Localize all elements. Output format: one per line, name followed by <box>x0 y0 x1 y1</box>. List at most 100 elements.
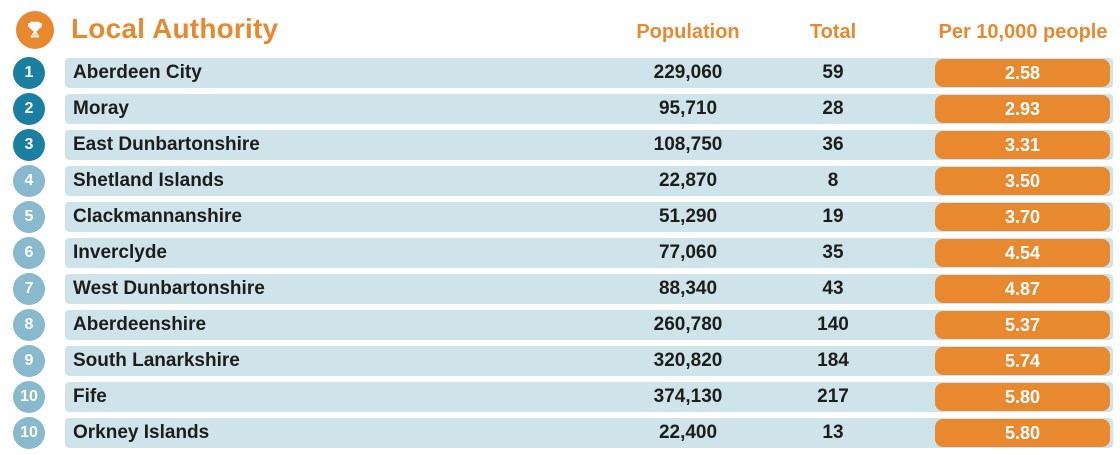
authority-name: Inverclyde <box>73 242 167 263</box>
population-value: 374,130 <box>653 386 723 407</box>
row-band: Aberdeen City 229,060 59 2.58 <box>65 58 1113 88</box>
rank-number: 10 <box>20 424 38 441</box>
total-value: 217 <box>817 386 849 407</box>
table-row: 7 West Dunbartonshire 88,340 43 4.87 <box>0 273 1120 305</box>
row-band: South Lanarkshire 320,820 184 5.74 <box>65 346 1113 376</box>
total-value: 19 <box>822 206 844 227</box>
rate-pill: 3.70 <box>935 203 1110 231</box>
row-band: Fife 374,130 217 5.80 <box>65 382 1113 412</box>
rank-badge: 3 <box>13 129 45 161</box>
authority-name: Clackmannanshire <box>73 206 242 227</box>
authority-name: East Dunbartonshire <box>73 134 260 155</box>
row-band: Clackmannanshire 51,290 19 3.70 <box>65 202 1113 232</box>
rank-badge: 5 <box>13 201 45 233</box>
authority-name: Shetland Islands <box>73 170 224 191</box>
row-band: Shetland Islands 22,870 8 3.50 <box>65 166 1113 196</box>
rank-badge: 2 <box>13 93 45 125</box>
rank-number: 6 <box>24 244 34 261</box>
rank-badge: 10 <box>13 381 45 413</box>
row-band: Orkney Islands 22,400 13 5.80 <box>65 418 1113 448</box>
total-value: 140 <box>817 314 849 335</box>
authority-name: Aberdeen City <box>73 62 202 83</box>
page-title: Local Authority <box>71 13 279 44</box>
table-row: 10 Fife 374,130 217 5.80 <box>0 381 1120 413</box>
rate-value: 3.50 <box>1004 171 1041 191</box>
table-row: 6 Inverclyde 77,060 35 4.54 <box>0 237 1120 269</box>
rank-number: 1 <box>24 64 34 81</box>
rate-value: 4.54 <box>1004 243 1041 263</box>
table-row: 3 East Dunbartonshire 108,750 36 3.31 <box>0 129 1120 161</box>
rate-pill: 5.37 <box>935 311 1110 339</box>
rank-number: 7 <box>24 280 34 297</box>
table-header: Local Authority Population Total Per 10,… <box>0 0 1120 58</box>
rate-pill: 2.93 <box>935 95 1110 123</box>
population-value: 51,290 <box>658 206 718 227</box>
rate-value: 5.37 <box>1004 315 1041 335</box>
population-value: 95,710 <box>658 98 718 119</box>
rate-value: 3.70 <box>1004 207 1041 227</box>
total-value: 8 <box>827 170 839 191</box>
population-value: 77,060 <box>658 242 718 263</box>
total-value: 13 <box>822 422 844 443</box>
rate-pill: 4.87 <box>935 275 1110 303</box>
row-band: West Dunbartonshire 88,340 43 4.87 <box>65 274 1113 304</box>
authority-name: South Lanarkshire <box>73 350 240 371</box>
table-row: 9 South Lanarkshire 320,820 184 5.74 <box>0 345 1120 377</box>
rank-number: 4 <box>24 172 34 189</box>
row-band: Inverclyde 77,060 35 4.54 <box>65 238 1113 268</box>
rank-number: 3 <box>24 136 34 153</box>
total-value: 36 <box>822 134 844 155</box>
authority-name: Moray <box>73 98 129 119</box>
rank-badge: 7 <box>13 273 45 305</box>
population-value: 22,400 <box>658 422 718 443</box>
rate-value: 2.58 <box>1004 63 1041 83</box>
table-row: 2 Moray 95,710 28 2.93 <box>0 93 1120 125</box>
authority-name: Fife <box>73 386 107 407</box>
population-value: 22,870 <box>658 170 718 191</box>
rate-value: 3.31 <box>1004 135 1041 155</box>
rank-number: 8 <box>24 316 34 333</box>
rows: 1 Aberdeen City 229,060 59 2.58 2 Moray … <box>0 57 1120 454</box>
row-band: Moray 95,710 28 2.93 <box>65 94 1113 124</box>
rank-number: 2 <box>24 100 34 117</box>
population-value: 108,750 <box>653 134 723 155</box>
trophy-icon <box>16 11 54 49</box>
rate-pill: 3.50 <box>935 167 1110 195</box>
authority-name: West Dunbartonshire <box>73 278 265 299</box>
authority-name: Orkney Islands <box>73 422 210 443</box>
row-band: East Dunbartonshire 108,750 36 3.31 <box>65 130 1113 160</box>
table-row: 4 Shetland Islands 22,870 8 3.50 <box>0 165 1120 197</box>
rate-pill: 5.80 <box>935 419 1110 447</box>
total-value: 28 <box>822 98 844 119</box>
total-value: 59 <box>822 62 844 83</box>
rank-number: 9 <box>24 352 34 369</box>
column-header-rate: Per 10,000 people <box>938 21 1108 43</box>
total-value: 184 <box>817 350 849 371</box>
total-value: 43 <box>822 278 844 299</box>
column-header-total: Total <box>809 21 857 43</box>
total-value: 35 <box>822 242 844 263</box>
table-row: 10 Orkney Islands 22,400 13 5.80 <box>0 417 1120 449</box>
rate-value: 5.80 <box>1004 387 1041 407</box>
rank-badge: 10 <box>13 417 45 449</box>
rank-number: 5 <box>24 208 34 225</box>
rank-badge: 6 <box>13 237 45 269</box>
rank-badge: 1 <box>13 57 45 89</box>
rank-badge: 8 <box>13 309 45 341</box>
population-value: 229,060 <box>653 62 723 83</box>
rate-pill: 5.80 <box>935 383 1110 411</box>
table-row: 8 Aberdeenshire 260,780 140 5.37 <box>0 309 1120 341</box>
authority-name: Aberdeenshire <box>73 314 207 335</box>
rate-value: 2.93 <box>1004 99 1041 119</box>
rate-pill: 2.58 <box>935 59 1110 87</box>
rate-pill: 3.31 <box>935 131 1110 159</box>
population-value: 320,820 <box>653 350 723 371</box>
rate-value: 4.87 <box>1004 279 1041 299</box>
rank-badge: 9 <box>13 345 45 377</box>
population-value: 88,340 <box>658 278 718 299</box>
table-row: 1 Aberdeen City 229,060 59 2.58 <box>0 57 1120 89</box>
rate-value: 5.74 <box>1004 351 1041 371</box>
rate-pill: 5.74 <box>935 347 1110 375</box>
population-value: 260,780 <box>653 314 723 335</box>
